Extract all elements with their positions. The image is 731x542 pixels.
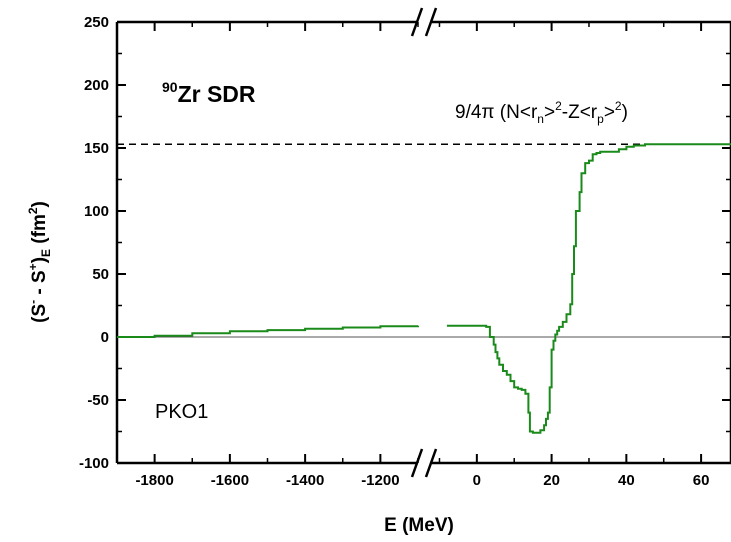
reference-line-label: 9/4π (N<rn>2-Z<rp>2) xyxy=(455,99,628,126)
ref-label-p1: 9/4π (N<r xyxy=(455,102,538,123)
break-top-1 xyxy=(410,7,424,37)
model-label: PKO1 xyxy=(155,401,208,423)
series-line-segment1 xyxy=(117,325,419,338)
ref-label-sub1: n xyxy=(537,112,544,126)
y-tick-label: 50 xyxy=(92,266,109,283)
y-tick-label: 0 xyxy=(101,329,109,346)
x-tick-label: -1800 xyxy=(135,472,173,489)
ref-label-sub2: p xyxy=(597,112,604,126)
x-tick-label: -1600 xyxy=(211,472,249,489)
y-tick-label: 200 xyxy=(84,77,109,94)
ylabel-d: (fm xyxy=(29,214,50,249)
ylabel-a: (S xyxy=(29,304,50,323)
ylabel-e: ) xyxy=(29,201,50,207)
x-tick-label: -1200 xyxy=(361,472,399,489)
x-tick-label: -1400 xyxy=(286,472,324,489)
panel-label-main: Zr SDR xyxy=(178,81,256,107)
y-tick-label: 250 xyxy=(84,14,109,31)
x-tick-label: 40 xyxy=(618,472,635,489)
ref-label-sup2: 2 xyxy=(615,99,622,113)
y-axis-ticks: -100 -50 0 50 100 150 200 250 xyxy=(79,14,731,472)
x-tick-label: 60 xyxy=(693,472,710,489)
x-axis-ticks: -1800 -1600 -1400 -1200 0 20 40 60 xyxy=(116,22,710,489)
break-bottom-1 xyxy=(410,448,424,478)
y-tick-label: 150 xyxy=(84,140,109,157)
axis-break-marks xyxy=(410,7,438,478)
ref-label-p3: -Z<r xyxy=(562,102,598,123)
panel-label: 90Zr SDR xyxy=(162,79,256,107)
ylabel-d-sup: 2 xyxy=(26,207,40,214)
ref-label-sup1: 2 xyxy=(555,99,562,113)
y-axis-title: (S- - S+)E (fm2) xyxy=(26,201,53,323)
break-bottom-2 xyxy=(424,448,438,478)
series-line-segment2 xyxy=(446,143,731,434)
ylabel-b: - S xyxy=(29,270,50,300)
ref-label-p5: ) xyxy=(622,102,628,123)
ylabel-b-sup: + xyxy=(26,263,40,270)
panel-label-sup: 90 xyxy=(162,79,178,95)
ylabel-c: ) xyxy=(29,257,50,263)
ylabel-c-sub: E xyxy=(39,249,53,257)
ylabel-a-sup: - xyxy=(26,300,40,304)
y-tick-label: -100 xyxy=(79,455,109,472)
y-tick-label: 100 xyxy=(84,203,109,220)
y-tick-label: -50 xyxy=(87,392,109,409)
series-group xyxy=(117,143,731,434)
x-axis-title: E (MeV) xyxy=(384,515,454,536)
x-tick-label: 0 xyxy=(473,472,481,489)
break-top-2 xyxy=(424,7,438,37)
ref-label-p4: > xyxy=(604,102,615,123)
ref-label-p2: > xyxy=(544,102,555,123)
x-tick-label: 20 xyxy=(543,472,560,489)
